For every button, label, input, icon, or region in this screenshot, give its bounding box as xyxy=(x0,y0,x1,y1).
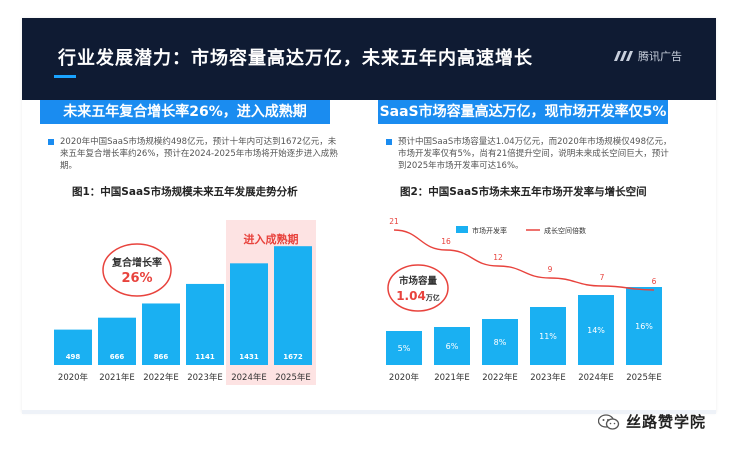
bar-value-label: 1141 xyxy=(195,353,215,361)
x-tick-label: 2022年E xyxy=(143,372,179,383)
bar-2021年E xyxy=(434,327,470,365)
bar-value-label: 1672 xyxy=(283,353,303,361)
annotation-unit: 万亿 xyxy=(425,293,440,302)
legend-bar-label: 市场开发率 xyxy=(472,226,507,235)
bullet-square-icon xyxy=(48,139,54,145)
line-value-label: 21 xyxy=(389,217,399,226)
bar-2020年 xyxy=(54,329,92,365)
bar-value-label: 16% xyxy=(635,322,653,331)
x-tick-label: 2020年 xyxy=(389,372,420,383)
x-tick-label: 2025年E xyxy=(626,372,662,383)
legend-bar-swatch xyxy=(456,226,468,233)
line-value-label: 7 xyxy=(600,273,605,282)
left-banner: 未来五年复合增长率26%，进入成熟期 xyxy=(40,100,330,124)
bar-value-label: 5% xyxy=(398,344,411,353)
line-value-label: 12 xyxy=(493,253,503,262)
x-tick-label: 2020年 xyxy=(58,372,89,383)
left-description: 2020年中国SaaS市场规模约498亿元，预计十年内可达到1672亿元，未来五… xyxy=(48,136,338,172)
header-bar: 行业发展潜力：市场容量高达万亿，未来五年内高速增长 腾讯广告 xyxy=(22,18,716,100)
bar-2020年 xyxy=(386,331,422,365)
x-tick-label: 2021年E xyxy=(99,372,135,383)
bar-2022年E xyxy=(482,319,518,365)
x-tick-label: 2024年E xyxy=(578,372,614,383)
x-tick-label: 2023年E xyxy=(530,372,566,383)
x-tick-label: 2024年E xyxy=(231,372,267,383)
wechat-watermark: 丝路赞学院 xyxy=(598,411,706,432)
bar-2024年E xyxy=(578,295,614,365)
line-value-label: 16 xyxy=(441,237,451,246)
annotation-value: 26% xyxy=(121,271,152,286)
bar-2022年E xyxy=(142,303,180,365)
watermark-text: 丝路赞学院 xyxy=(626,413,707,431)
right-description-text: 预计中国SaaS市场容量达1.04万亿元，而2020年市场规模仅498亿元，市场… xyxy=(398,137,672,171)
line-value-label: 9 xyxy=(548,265,553,274)
slide: 行业发展潜力：市场容量高达万亿，未来五年内高速增长 腾讯广告 xyxy=(22,18,716,413)
chart1: 进入成熟期 498 2020年 666 2021年E 866 2022年E 1141 2023年… xyxy=(54,220,316,385)
bar-value-label: 6% xyxy=(446,342,459,351)
annotation-label: 复合增长率 xyxy=(111,256,162,269)
line-value-label: 6 xyxy=(652,277,657,286)
x-tick-label: 2022年E xyxy=(482,372,518,383)
bar-value-label: 11% xyxy=(539,332,557,341)
tencent-ads-logo-icon xyxy=(614,51,633,61)
x-tick-label: 2021年E xyxy=(434,372,470,383)
bar-value-label: 866 xyxy=(154,353,169,361)
zone-label: 进入成熟期 xyxy=(244,232,299,246)
chart1-title: 图1：中国SaaS市场规模未来五年发展走势分析 xyxy=(72,186,298,198)
bar-value-label: 8% xyxy=(494,338,507,347)
bar-2021年E xyxy=(98,317,136,365)
title-underline xyxy=(54,75,76,78)
chart2: 市场开发率 成长空间倍数 5% 2020年 6% 2021年E 8% 2022年E 11% 202… xyxy=(386,217,662,383)
right-description: 预计中国SaaS市场容量达1.04万亿元，而2020年市场规模仅498亿元，市场… xyxy=(386,136,672,172)
wechat-icon xyxy=(598,413,620,430)
left-description-text: 2020年中国SaaS市场规模约498亿元，预计十年内可达到1672亿元，未来五… xyxy=(60,137,338,171)
annotation-circle xyxy=(102,243,172,297)
bar-2023年E xyxy=(530,307,566,365)
x-tick-label: 2025年E xyxy=(275,372,311,383)
brand-logo: 腾讯广告 xyxy=(612,48,682,64)
annotation-label: 市场容量 xyxy=(399,275,438,287)
bar-2025年E xyxy=(274,246,312,365)
bar-2023年E xyxy=(186,283,224,365)
legend-line-label: 成长空间倍数 xyxy=(544,226,586,235)
logo-text: 腾讯广告 xyxy=(638,50,682,63)
bar-value-label: 666 xyxy=(110,353,125,361)
bar-value-label: 14% xyxy=(587,326,605,335)
bar-value-label: 1431 xyxy=(239,353,259,361)
chart2-title: 图2：中国SaaS市场未来五年市场开发率与增长空间 xyxy=(400,186,647,198)
bar-value-label: 498 xyxy=(66,353,81,361)
right-banner: SaaS市场容量高达万亿，现市场开发率仅5% xyxy=(378,100,668,124)
growth-line xyxy=(393,229,655,291)
page-title: 行业发展潜力：市场容量高达万亿，未来五年内高速增长 xyxy=(58,48,533,69)
bar-2025年E xyxy=(626,287,662,365)
bar-2024年E xyxy=(230,263,268,365)
bullet-square-icon xyxy=(386,139,392,145)
x-tick-label: 2023年E xyxy=(187,372,223,383)
annotation-circle xyxy=(387,264,449,312)
footer-line xyxy=(22,410,716,414)
